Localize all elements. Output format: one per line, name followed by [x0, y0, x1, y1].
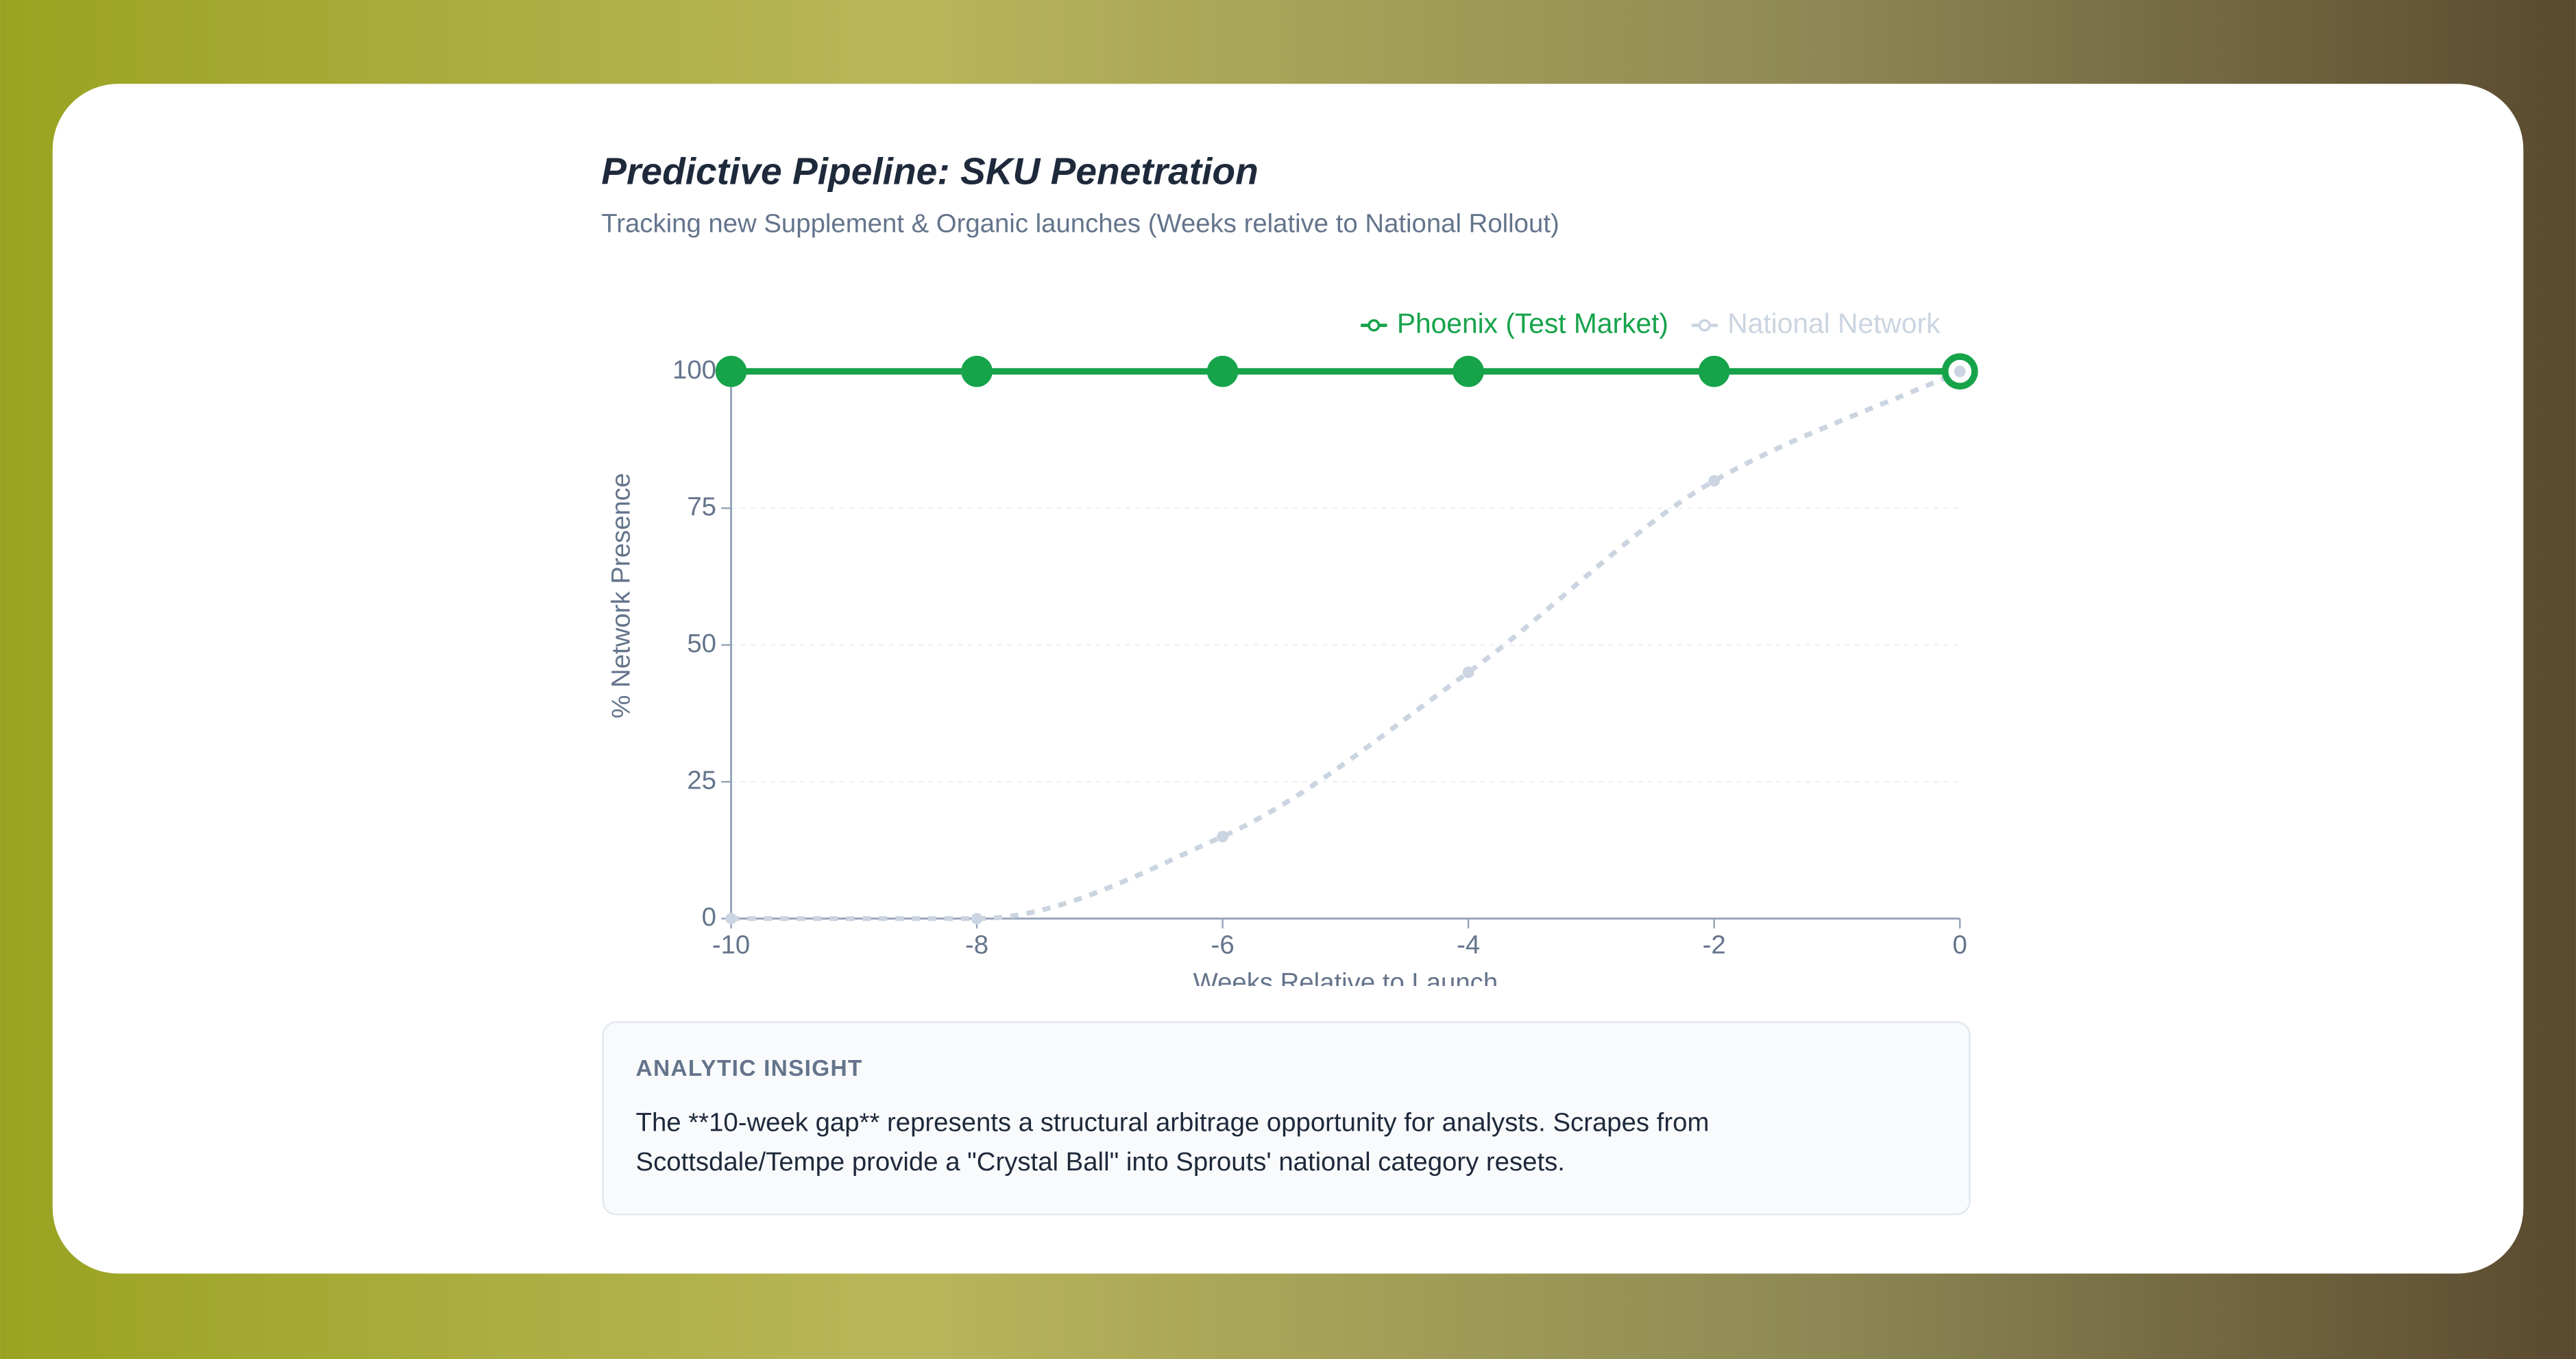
y-tick-label: 50	[687, 629, 716, 658]
data-point	[1708, 474, 1721, 487]
x-tick-label: -8	[965, 930, 988, 960]
x-axis-label: Weeks Relative to Launch	[1193, 968, 1498, 998]
y-tick-label: 100	[672, 355, 716, 385]
insight-box	[602, 1021, 1971, 1216]
insight-text: The **10-week gap** represents a structu…	[636, 1107, 1710, 1137]
legend-swatch-dot	[1368, 319, 1381, 332]
legend-label: Phoenix (Test Market)	[1397, 307, 1668, 339]
card	[52, 84, 2524, 1274]
chart: 0 25 50 75 100 -10 -8 -6 -4 -2 0 Weeks Relative to …	[606, 353, 1978, 998]
y-tick-label: 25	[687, 765, 716, 795]
y-tick-label: 0	[702, 902, 716, 932]
data-point	[961, 355, 993, 387]
x-tick-label: -6	[1211, 930, 1235, 960]
x-tick-label: -10	[712, 930, 750, 960]
y-tick-label: 75	[687, 492, 716, 521]
data-point	[1206, 355, 1239, 387]
x-tick-label: 0	[1953, 930, 1967, 960]
y-axis-label: % Network Presence	[606, 473, 635, 719]
x-tick-label: -4	[1457, 930, 1480, 960]
data-point	[1698, 355, 1730, 387]
insight-text: Scottsdale/Tempe provide a "Crystal Ball…	[636, 1147, 1565, 1177]
insight-heading: ANALYTIC INSIGHT	[636, 1056, 863, 1081]
data-point	[725, 913, 737, 925]
data-point	[971, 913, 983, 925]
legend-label: National Network	[1727, 307, 1941, 339]
data-point	[1954, 365, 1966, 378]
chart-title: Predictive Pipeline: SKU Penetration	[601, 150, 1259, 193]
data-point	[1217, 830, 1229, 843]
data-point	[715, 355, 747, 387]
data-point	[1462, 666, 1474, 678]
chart-subtitle: Tracking new Supplement & Organic launch…	[601, 208, 1559, 238]
x-tick-label: -2	[1703, 930, 1726, 960]
legend-swatch-dot	[1698, 319, 1711, 332]
data-point	[1453, 355, 1484, 387]
